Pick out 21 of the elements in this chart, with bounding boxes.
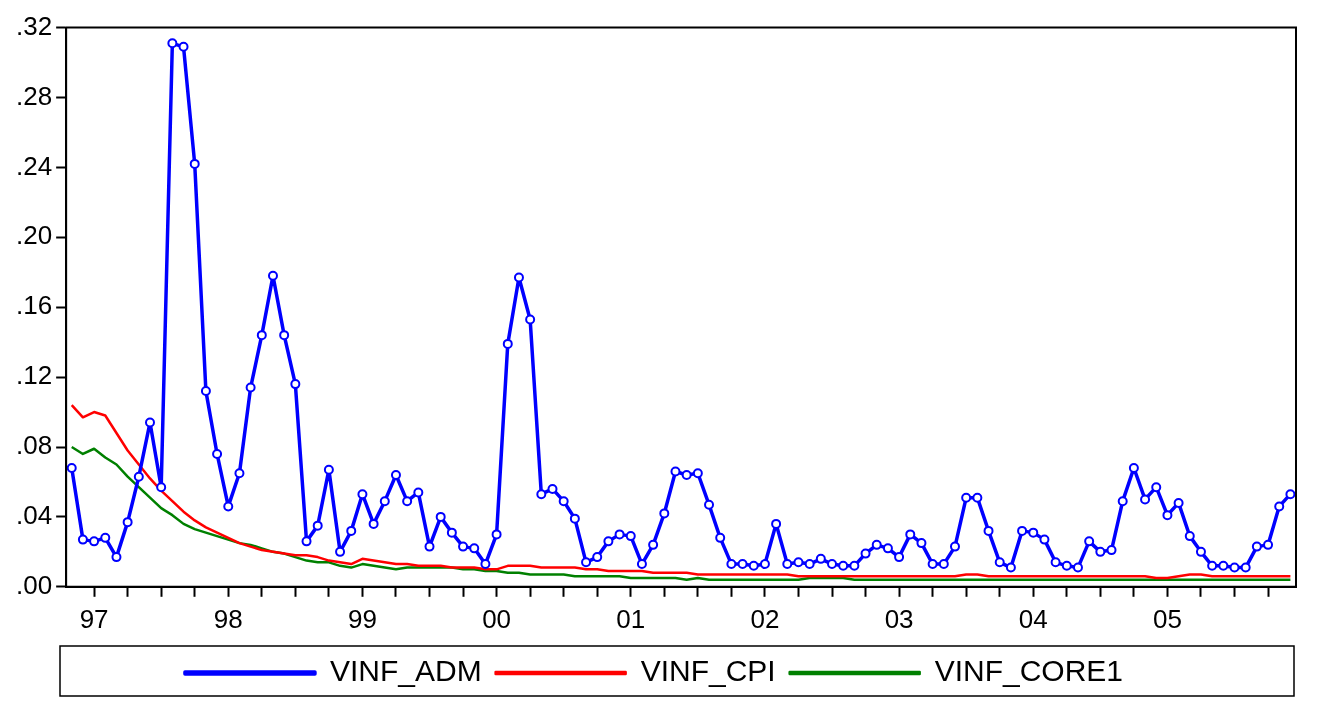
y-tick-label: .00 <box>15 569 53 600</box>
x-tick-label: 99 <box>347 603 377 634</box>
x-tick-label: 04 <box>1018 603 1048 634</box>
y-tick-label: .32 <box>15 10 53 41</box>
x-tick-label: 02 <box>750 603 780 634</box>
x-tick-label: 00 <box>482 603 512 634</box>
x-tick-label: 97 <box>79 603 109 634</box>
y-tick-label: .24 <box>15 150 53 181</box>
y-tick-label: .04 <box>15 500 53 531</box>
y-tick-label: .28 <box>15 80 53 111</box>
x-tick-label: 03 <box>884 603 914 634</box>
legend-label: VINF_CPI <box>640 654 776 688</box>
y-tick-label: .16 <box>15 290 53 321</box>
y-tick-label: .20 <box>15 220 53 251</box>
y-tick-label: .12 <box>15 360 53 391</box>
x-tick-label: 05 <box>1152 603 1182 634</box>
y-tick-label: .08 <box>15 430 53 461</box>
legend-label: VINF_ADM <box>329 654 482 688</box>
legend-label: VINF_CORE1 <box>934 654 1124 688</box>
x-tick-label: 01 <box>616 603 646 634</box>
x-tick-label: 98 <box>213 603 243 634</box>
